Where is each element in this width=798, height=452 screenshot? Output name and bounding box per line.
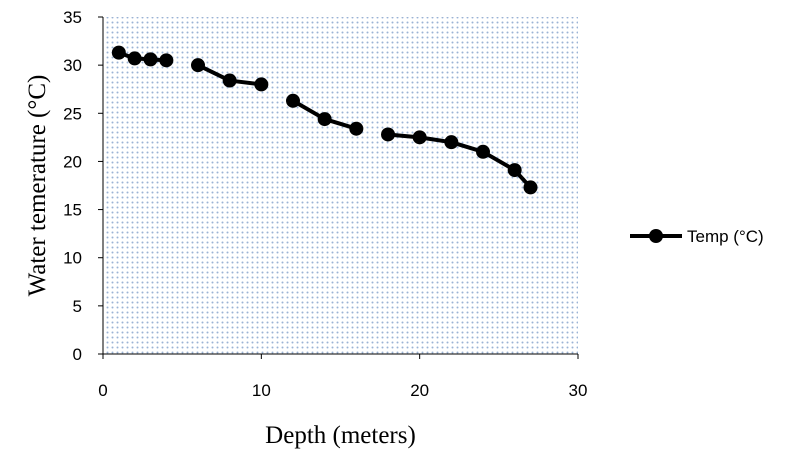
series-line-segment — [118, 50, 167, 63]
data-point — [127, 51, 142, 66]
y-axis-title: Water temerature (°C) — [24, 75, 51, 297]
x-tick-label: 0 — [98, 381, 107, 400]
data-point — [222, 73, 237, 88]
data-point — [286, 93, 300, 108]
data-point — [191, 58, 205, 73]
data-point — [412, 130, 427, 145]
y-tick-label: 20 — [63, 152, 82, 171]
plot-area — [103, 17, 578, 354]
series-temp — [111, 45, 538, 195]
x-tick-label: 30 — [569, 381, 588, 400]
data-point — [523, 180, 538, 195]
y-tick-label: 0 — [73, 345, 82, 364]
y-tick-label: 15 — [63, 201, 82, 220]
x-tick-label: 20 — [410, 381, 429, 400]
legend-label: Temp (°C) — [687, 227, 764, 246]
data-point — [254, 77, 269, 92]
data-point — [159, 53, 174, 68]
legend-marker — [649, 229, 663, 243]
legend: Temp (°C) — [630, 227, 764, 246]
data-point — [507, 163, 522, 178]
data-point — [476, 144, 490, 159]
data-point — [317, 112, 332, 127]
data-point — [111, 45, 126, 60]
data-point — [381, 127, 395, 142]
data-point — [444, 135, 459, 150]
y-tick-label: 25 — [63, 104, 82, 123]
data-point — [143, 52, 158, 67]
y-tick-label: 30 — [63, 56, 82, 75]
y-tick-label: 5 — [73, 297, 82, 316]
y-tick-label: 35 — [63, 8, 82, 27]
y-tick-label: 10 — [63, 249, 82, 268]
x-tick-label: 10 — [252, 381, 271, 400]
data-point — [349, 121, 364, 136]
x-axis-title: Depth (meters) — [265, 422, 416, 449]
